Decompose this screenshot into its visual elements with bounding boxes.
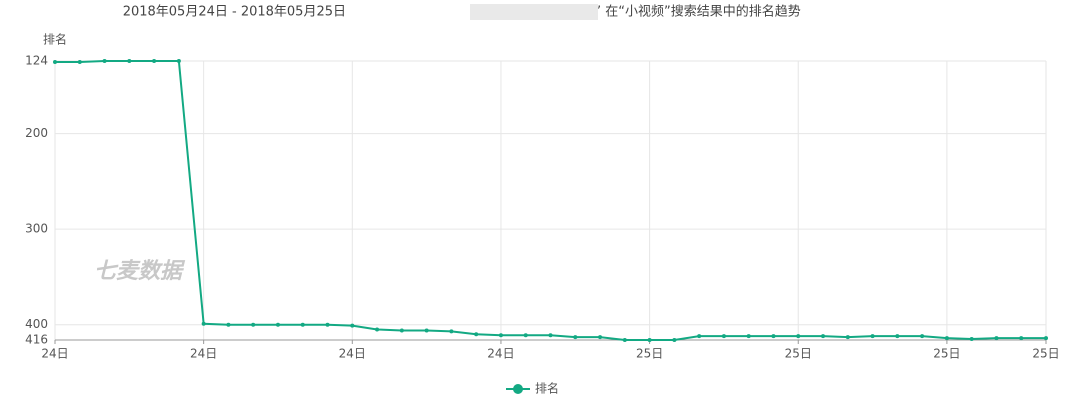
data-point bbox=[176, 59, 181, 63]
data-point bbox=[870, 334, 875, 339]
data-point bbox=[77, 59, 82, 64]
data-point bbox=[598, 335, 603, 340]
data-point bbox=[771, 334, 776, 339]
data-point bbox=[845, 335, 850, 340]
data-point bbox=[672, 338, 677, 342]
data-point bbox=[523, 333, 528, 338]
legend-label: 排名 bbox=[535, 381, 559, 396]
data-point bbox=[201, 321, 206, 326]
x-tick-label: 24日 bbox=[339, 347, 366, 361]
y-tick-label: 416 bbox=[25, 333, 48, 347]
grid bbox=[54, 60, 1047, 344]
data-point bbox=[498, 333, 503, 338]
data-point bbox=[53, 59, 57, 64]
x-tick-label: 25日 bbox=[785, 347, 812, 361]
data-point bbox=[127, 59, 132, 63]
x-tick-label: 24日 bbox=[487, 347, 514, 361]
x-tick-label: 25日 bbox=[636, 347, 663, 361]
legend-marker bbox=[513, 384, 523, 394]
chart-title: ’ 在“小视频”搜索结果中的排名趋势 bbox=[597, 4, 801, 20]
data-point bbox=[424, 328, 429, 333]
data-point bbox=[622, 338, 627, 342]
watermark: 七麦数据 bbox=[94, 259, 186, 284]
y-tick-label: 300 bbox=[25, 222, 48, 236]
data-point bbox=[325, 322, 330, 327]
blurred-app-name bbox=[470, 4, 598, 20]
data-point bbox=[548, 333, 553, 338]
x-tick-label: 24日 bbox=[41, 347, 68, 361]
data-point bbox=[102, 59, 107, 63]
data-point bbox=[721, 334, 726, 339]
chart-title: 2018年05月24日 - 2018年05月25日 bbox=[123, 5, 346, 20]
data-point bbox=[647, 338, 652, 342]
data-point bbox=[573, 335, 578, 340]
data-point bbox=[152, 59, 157, 63]
y-tick-label: 124 bbox=[25, 54, 48, 68]
data-point bbox=[1044, 336, 1048, 341]
y-axis-label: 排名 bbox=[43, 32, 67, 47]
x-tick-label: 24日 bbox=[190, 347, 217, 361]
data-point bbox=[821, 334, 826, 339]
data-point bbox=[375, 327, 380, 332]
data-point bbox=[969, 337, 974, 342]
data-point bbox=[920, 334, 925, 339]
data-point bbox=[449, 329, 454, 334]
data-point bbox=[251, 322, 256, 327]
y-tick-label: 200 bbox=[25, 126, 48, 140]
data-point bbox=[796, 334, 801, 339]
plot bbox=[53, 59, 1048, 342]
data-point bbox=[944, 336, 949, 341]
data-point bbox=[226, 322, 231, 327]
y-tick-label: 400 bbox=[25, 317, 48, 331]
data-point bbox=[474, 332, 479, 337]
data-point bbox=[697, 334, 702, 339]
x-tick-label: 25日 bbox=[933, 347, 960, 361]
data-point bbox=[399, 328, 404, 333]
data-point bbox=[746, 334, 751, 339]
data-point bbox=[300, 322, 305, 327]
data-point bbox=[994, 336, 999, 341]
data-point bbox=[1019, 336, 1024, 341]
data-point bbox=[350, 323, 355, 328]
data-point bbox=[895, 334, 900, 339]
data-point bbox=[275, 322, 280, 327]
x-tick-label: 25日 bbox=[1032, 347, 1059, 361]
